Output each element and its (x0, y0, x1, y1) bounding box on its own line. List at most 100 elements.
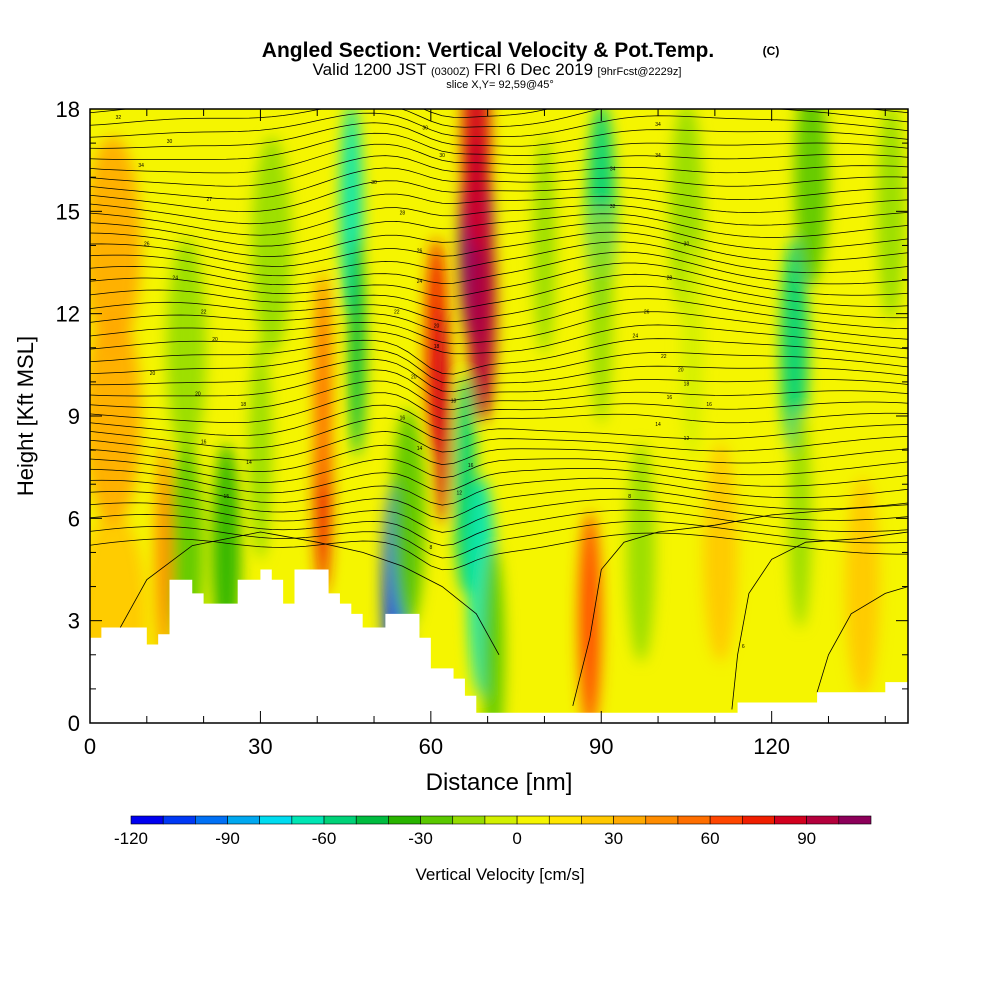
theta-label-45: 8 (628, 494, 631, 500)
theta-label-37: 24 (633, 334, 639, 340)
theta-label-32: 34 (610, 166, 616, 172)
theta-contour-32 (90, 167, 908, 200)
theta-label-2: 34 (138, 163, 144, 169)
velocity-cell-28 (794, 109, 829, 287)
theta-label-26: 14 (417, 446, 423, 452)
velocity-cell-23 (589, 204, 613, 423)
theta-low-contour-3 (816, 586, 908, 693)
theta-contour-22 (90, 273, 908, 310)
y-tick-label: 3 (68, 609, 80, 634)
theta-contour-27 (90, 222, 908, 257)
theta-contour-34 (90, 143, 908, 174)
slice-text: slice X,Y= 92,59@45° (446, 79, 554, 91)
y-tick-label: 15 (56, 199, 80, 224)
chart-title-unit: (C) (763, 44, 780, 58)
colorbar-swatch-11 (484, 815, 518, 825)
theta-label-24: 18 (451, 398, 457, 404)
theta-contour-5 (90, 477, 908, 506)
theta-contour-31 (90, 180, 908, 212)
theta-contour-3 (90, 498, 908, 533)
colorbar-swatch-13 (548, 815, 582, 825)
theta-label-36: 26 (644, 310, 650, 316)
theta-label-9: 20 (195, 392, 201, 398)
theta-label-20: 22 (394, 310, 400, 316)
theta-label-27: 16 (468, 463, 474, 469)
theta-label-23: 20 (411, 374, 417, 380)
colorbar-swatch-22 (838, 815, 872, 825)
theta-label-46: 6 (742, 644, 745, 650)
colorbar-swatch-5 (291, 815, 325, 825)
colorbar-swatch-15 (613, 815, 647, 825)
theta-contour-6 (90, 468, 908, 494)
theta-contour-26 (90, 231, 908, 267)
colorbar-swatch-16 (645, 815, 679, 825)
theta-contour-11 (90, 404, 908, 436)
theta-label-3: 27 (207, 197, 213, 203)
theta-contour-2 (90, 509, 908, 546)
theta-label-8: 20 (150, 371, 156, 377)
theta-label-43: 14 (655, 422, 661, 428)
colorbar-swatch-1 (162, 815, 196, 825)
theta-low-contour-1 (572, 504, 908, 706)
y-tick-label: 18 (56, 97, 80, 122)
x-tick-label: 120 (753, 734, 790, 759)
theta-contour-18 (90, 324, 908, 355)
theta-label-7: 20 (212, 337, 218, 343)
colorbar-swatch-4 (259, 815, 293, 825)
theta-contour-8 (90, 444, 908, 472)
colorbar-swatch-2 (195, 815, 228, 825)
velocity-cell-29 (788, 409, 812, 628)
velocity-cell-3 (166, 238, 207, 457)
colorbar-label: Vertical Velocity [cm/s] (415, 865, 584, 884)
theta-label-5: 24 (172, 276, 178, 282)
theta-contour-9 (90, 431, 908, 461)
theta-contour-15 (90, 358, 908, 393)
velocity-cell-26 (703, 443, 738, 662)
theta-contour-28 (90, 213, 908, 247)
theta-label-12: 14 (246, 460, 252, 466)
theta-label-18: 26 (417, 248, 423, 254)
theta-label-1: 30 (167, 139, 173, 145)
colorbar-swatch-18 (709, 815, 743, 825)
theta-label-40: 18 (684, 381, 690, 387)
terrain-mask (90, 569, 908, 723)
theta-label-6: 22 (201, 310, 207, 316)
velocity-cell-35 (626, 443, 656, 662)
theta-label-44: 12 (684, 436, 690, 442)
theta-label-25: 16 (400, 415, 406, 421)
theta-contour-39 (90, 109, 908, 118)
colorbar-swatch-12 (516, 815, 550, 825)
theta-label-28: 12 (456, 490, 462, 496)
subtitle-zulu: (0300Z) (431, 66, 470, 78)
theta-label-31: 34 (655, 153, 661, 159)
theta-label-16: 30 (371, 180, 377, 186)
theta-label-22: 18 (434, 344, 440, 350)
colorbar-tick-label: -120 (114, 829, 148, 848)
theta-contour-4 (90, 488, 908, 520)
theta-contour-7 (90, 458, 908, 483)
colorbar-swatch-7 (355, 815, 389, 825)
theta-label-15: 30 (439, 153, 445, 159)
theta-contour-35 (90, 132, 908, 160)
theta-contour-21 (90, 285, 908, 322)
subtitle-forecast: [9hrFcst@2229z] (598, 66, 682, 78)
x-axis-label: Distance [nm] (426, 769, 573, 796)
plot-area: 32 30 34 27 26 24 22 20 20 20 18 16 14 15 30 30 30 28 26 24… (90, 109, 908, 723)
velocity-cell-2 (90, 136, 142, 355)
colorbar-swatch-3 (227, 815, 260, 825)
chart-subtitle: Valid 1200 JST (0300Z) FRI 6 Dec 2019 [9… (313, 60, 682, 79)
theta-contour-23 (90, 262, 908, 297)
theta-label-38: 22 (661, 354, 667, 360)
velocity-cell-12 (391, 409, 426, 628)
theta-contour-labels: 32 30 34 27 26 24 22 20 20 20 18 16 14 15 30 30 30 28 26 24… (116, 115, 745, 650)
velocity-cell-30 (845, 477, 880, 696)
theta-contour-19 (90, 311, 908, 345)
colorbar-swatch-14 (581, 815, 614, 825)
theta-label-34: 30 (684, 241, 690, 247)
theta-contour-0 (90, 532, 908, 571)
velocity-cell-5 (155, 443, 173, 662)
theta-label-35: 28 (667, 276, 673, 282)
velocity-cell-21 (578, 511, 602, 723)
velocity-cell-14 (433, 306, 451, 526)
